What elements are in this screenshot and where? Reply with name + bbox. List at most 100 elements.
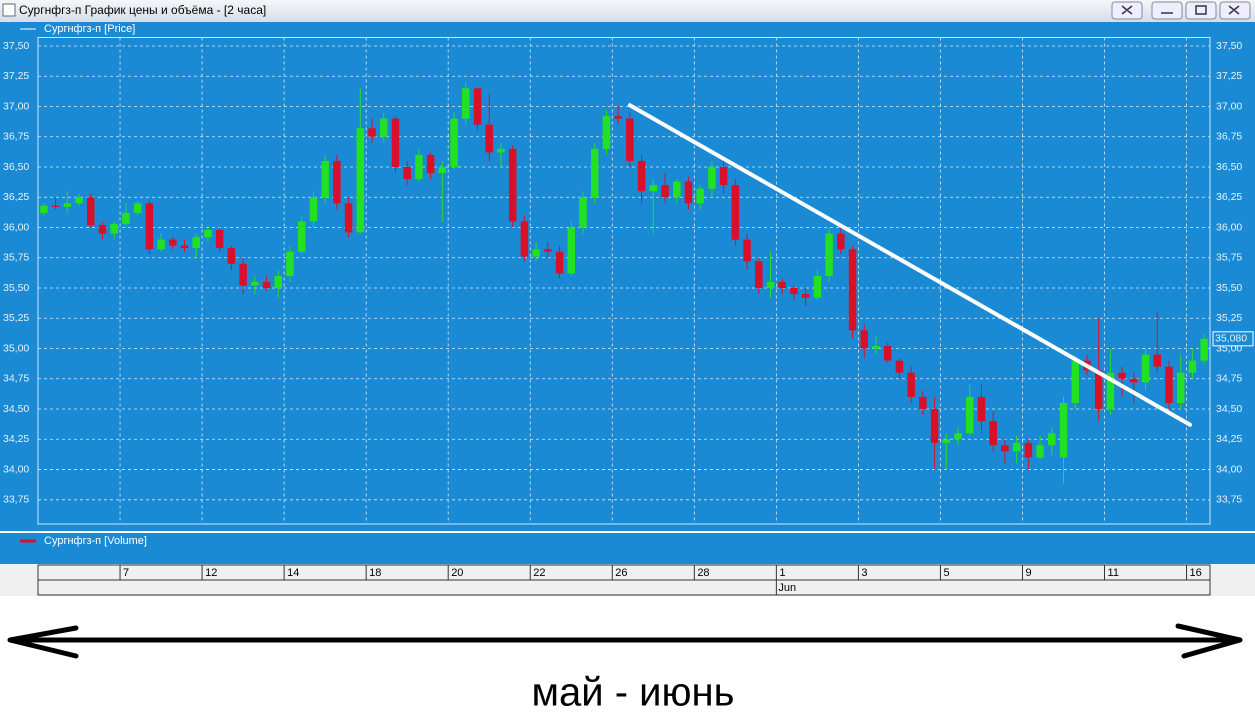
y-tick-label-right: 34,25 xyxy=(1216,433,1242,445)
x-tick-label: 28 xyxy=(697,567,709,579)
window-title: Сургнфгз-п График цены и объёма - [2 час… xyxy=(19,3,266,17)
x-tick-label: 11 xyxy=(1108,567,1119,579)
y-tick-label: 33,75 xyxy=(3,494,29,506)
x-tick-label: 20 xyxy=(451,567,463,579)
candle-body xyxy=(426,154,435,174)
candle-body xyxy=(743,239,751,262)
candle-body xyxy=(63,203,72,207)
candle-body xyxy=(544,249,552,252)
candle-body xyxy=(907,372,915,397)
candle-body xyxy=(1153,354,1162,367)
candle-body xyxy=(297,221,306,252)
x-tick-label: 22 xyxy=(533,567,545,579)
candle-body xyxy=(837,233,845,250)
candle-body xyxy=(649,185,658,192)
candle-body xyxy=(157,239,165,250)
candle-body xyxy=(1188,360,1197,373)
candle-body xyxy=(977,396,986,422)
candle-body xyxy=(356,128,365,233)
candle-body xyxy=(1048,433,1056,446)
candle-body xyxy=(262,281,271,289)
candle-body xyxy=(227,248,236,264)
candle-body xyxy=(1141,354,1150,383)
candle-body xyxy=(1036,445,1044,458)
y-tick-label-right: 36,50 xyxy=(1216,161,1242,173)
month-label: Jun xyxy=(778,582,796,594)
y-tick-label: 37,50 xyxy=(3,40,29,52)
candle-body xyxy=(567,227,576,274)
x-tick-label: 26 xyxy=(615,567,627,579)
chart-background xyxy=(0,22,1255,564)
y-tick-label: 37,25 xyxy=(3,70,29,82)
candle-body xyxy=(942,439,951,443)
candle-body xyxy=(579,197,587,228)
candle-body xyxy=(239,263,247,286)
caption: май - июнь xyxy=(532,671,735,715)
candle-body xyxy=(590,148,599,198)
candle-body xyxy=(86,197,95,226)
x-tick-label: 3 xyxy=(861,567,867,579)
candle-body xyxy=(755,261,763,289)
candle-body xyxy=(508,148,517,222)
candle-body xyxy=(438,166,447,174)
x-tick-label: 1 xyxy=(779,567,785,579)
candle-body xyxy=(696,188,704,204)
candle-body xyxy=(1165,366,1173,403)
candle-body xyxy=(965,396,974,434)
candle-body xyxy=(180,245,189,249)
candle-body xyxy=(801,294,810,298)
candle-body xyxy=(485,124,493,153)
y-tick-label: 34,00 xyxy=(3,463,29,475)
candle-body xyxy=(40,205,48,213)
minimize-button[interactable] xyxy=(1151,1,1183,20)
candle-body xyxy=(532,249,540,257)
y-tick-label: 36,25 xyxy=(3,191,29,203)
candle-body xyxy=(321,160,329,198)
candle-body xyxy=(133,203,142,213)
candle-body xyxy=(708,166,716,189)
y-tick-label: 35,50 xyxy=(3,282,29,294)
candle-body xyxy=(954,433,962,440)
candle-body xyxy=(848,249,857,331)
last-price-label: 35,080 xyxy=(1215,333,1247,345)
candle-body xyxy=(192,237,200,249)
y-tick-label-right: 34,50 xyxy=(1216,403,1242,415)
x-tick-label: 14 xyxy=(287,567,299,579)
candle-body xyxy=(415,154,423,180)
candle-body xyxy=(368,128,376,137)
candle-body xyxy=(1106,372,1115,410)
y-tick-label-right: 37,50 xyxy=(1216,40,1242,52)
maximize-button[interactable] xyxy=(1185,1,1217,20)
candle-body xyxy=(98,225,107,234)
y-tick-label-right: 35,25 xyxy=(1216,312,1242,324)
y-tick-label-right: 36,25 xyxy=(1216,191,1242,203)
candle-body xyxy=(462,88,470,119)
candle-body xyxy=(860,330,869,349)
candle-body xyxy=(778,281,786,289)
candle-body xyxy=(1001,445,1009,452)
candle-body xyxy=(790,288,798,295)
candle-body xyxy=(473,88,482,125)
candle-body xyxy=(51,205,60,207)
y-tick-label-right: 34,00 xyxy=(1216,463,1242,475)
candle-body xyxy=(1024,442,1033,458)
candle-body xyxy=(883,346,892,361)
candle-body xyxy=(1071,360,1079,403)
candle-body xyxy=(75,197,83,204)
candle-body xyxy=(1118,372,1126,379)
plot-frame xyxy=(37,37,1211,525)
window-icon xyxy=(2,3,16,17)
y-tick-label: 34,25 xyxy=(3,433,29,445)
candle-body xyxy=(766,281,775,289)
period-arrow xyxy=(7,623,1243,659)
candle-body xyxy=(684,181,693,204)
candle-body xyxy=(1094,370,1103,410)
candle-body xyxy=(1130,378,1138,383)
candle-body xyxy=(520,221,529,257)
volume-legend: Сургнфгз-п [Volume] xyxy=(44,535,147,547)
trendline xyxy=(627,103,1193,427)
y-tick-label: 36,50 xyxy=(3,161,29,173)
y-tick-label-right: 35,50 xyxy=(1216,282,1242,294)
candle-body xyxy=(1059,402,1068,458)
y-tick-label-right: 36,00 xyxy=(1216,221,1242,233)
